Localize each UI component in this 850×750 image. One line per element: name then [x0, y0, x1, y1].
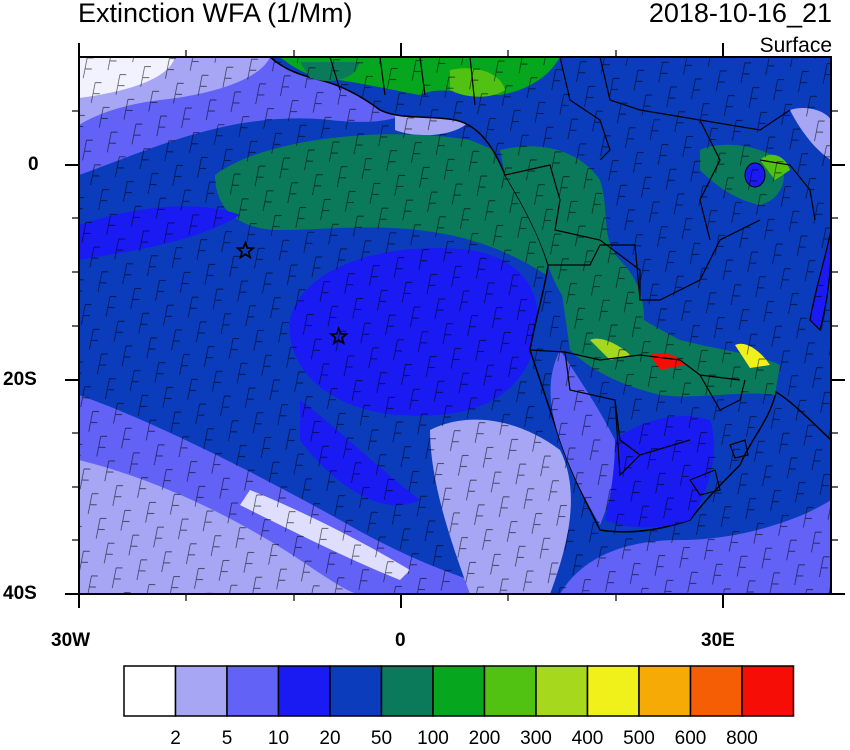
y-tick-label-0: 0 — [28, 154, 39, 175]
colorbar-label: 800 — [726, 728, 758, 749]
y-tick-label-40s: 40S — [3, 583, 37, 604]
colorbar-label: 300 — [520, 728, 552, 749]
star-marker-icon — [328, 326, 349, 346]
y-tick-label-20s: 20S — [3, 369, 37, 390]
site-markers — [235, 240, 349, 346]
colorbar-label: 50 — [370, 728, 393, 749]
colorbar-box — [432, 665, 486, 717]
colorbar-label: 600 — [674, 728, 707, 749]
colorbar-box — [483, 665, 537, 717]
colorbar-box — [689, 665, 743, 717]
x-tick-label-30w: 30W — [51, 630, 91, 651]
x-tick-label-0: 0 — [395, 630, 406, 651]
colorbar-label: 20 — [319, 728, 341, 749]
map-timestamp: 2018-10-16_21 — [648, 0, 832, 28]
colorbar-label: 100 — [417, 728, 449, 749]
colorbar-box — [380, 665, 434, 717]
colorbar-box — [638, 665, 692, 717]
colorbar-box — [174, 665, 228, 717]
colorbar-box — [535, 665, 589, 717]
colorbar-label: 200 — [468, 728, 501, 749]
map-field — [79, 57, 831, 594]
wind-barbs — [79, 57, 831, 594]
colorbar — [123, 665, 795, 717]
major-ticks — [65, 43, 845, 608]
colorbar-label: 400 — [571, 728, 604, 749]
minor-ticks — [72, 50, 838, 601]
colorbar-box — [123, 665, 177, 717]
colorbar-box — [226, 665, 280, 717]
map-title: Extinction WFA (1/Mm) — [78, 0, 353, 28]
colorbar-box — [277, 665, 331, 717]
colorbar-box — [741, 665, 795, 717]
colorbar-label: 5 — [221, 728, 233, 749]
colorbar-box — [329, 665, 383, 717]
x-tick-label-30e: 30E — [701, 630, 735, 651]
colorbar-box — [586, 665, 640, 717]
colorbar-label: 500 — [623, 728, 655, 749]
level-label: Surface — [759, 34, 832, 57]
colorbar-label: 2 — [170, 728, 181, 749]
colorbar-label: 10 — [267, 728, 290, 749]
star-marker-icon — [235, 240, 256, 260]
